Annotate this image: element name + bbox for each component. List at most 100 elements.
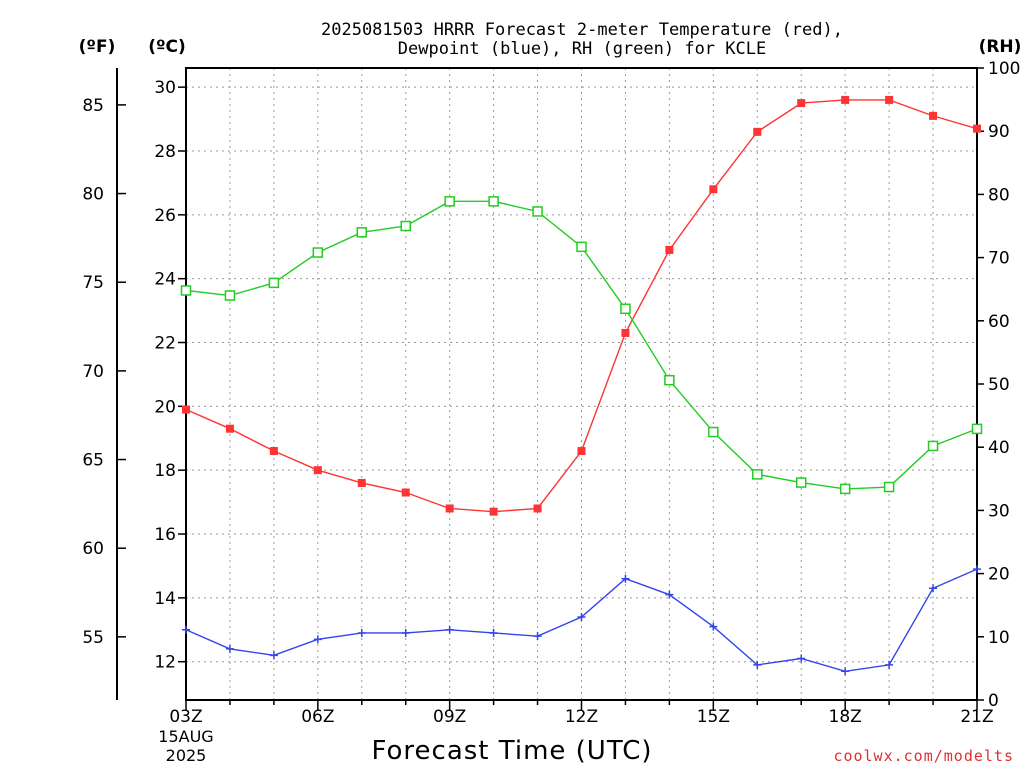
temperature-point (665, 245, 674, 254)
temperature-point (577, 447, 586, 456)
dewpoint-point (489, 628, 498, 637)
x-tick-label: 21Z (960, 707, 993, 727)
rh-point (664, 374, 675, 386)
fahrenheit-unit-label: (ºF) (79, 37, 116, 57)
temperature-point (973, 124, 981, 133)
rh-point (708, 426, 719, 438)
rh-tick-label: 60 (988, 312, 1010, 332)
celsius-tick-label: 30 (154, 78, 176, 98)
x-tick-label: 12Z (565, 707, 598, 727)
fahrenheit-tick-label: 65 (82, 451, 104, 471)
rh-tick-label: 70 (988, 249, 1010, 269)
rh-point (620, 303, 631, 315)
x-tick-label: 06Z (301, 707, 334, 727)
rh-point (927, 440, 939, 452)
temperature-point (885, 95, 894, 104)
temperature-point (841, 95, 850, 104)
x-tick-label: 15Z (697, 707, 730, 727)
temperature-point (753, 127, 762, 136)
celsius-tick-label: 24 (154, 270, 176, 290)
rh-point (488, 196, 499, 207)
rh-point (883, 481, 895, 493)
rh-tick-label: 100 (988, 59, 1020, 79)
dewpoint-point (709, 622, 718, 631)
rh-tick-label: 20 (988, 565, 1010, 585)
fahrenheit-tick-label: 55 (82, 628, 104, 648)
series-layer (180, 95, 983, 676)
temperature-point (269, 447, 278, 456)
fahrenheit-tick-label: 75 (82, 273, 104, 293)
credit-label: coolwx.com/modelts (833, 747, 1014, 765)
rh-tick-label: 90 (988, 122, 1010, 142)
rh-point (224, 290, 236, 301)
dewpoint-point (885, 660, 894, 669)
rh-tick-label: 0 (988, 691, 999, 711)
rh-tick-label: 80 (988, 185, 1010, 205)
dewpoint-point (225, 644, 234, 653)
axis-layer: 12 14 16 18 20 22 24 26 28 30 55 60 65 70 75 80 85 0 10 20 3… (82, 59, 1020, 727)
rh-point (312, 247, 324, 258)
temperature-point (709, 185, 718, 194)
x-tick-label: 03Z (169, 707, 202, 727)
dewpoint-point (533, 632, 542, 641)
rh-point (400, 220, 411, 232)
fahrenheit-tick-label: 70 (82, 362, 104, 382)
dewpoint-point (621, 574, 630, 583)
dewpoint-point (665, 590, 674, 599)
celsius-tick-label: 28 (154, 142, 176, 162)
rh-point (752, 469, 763, 480)
dewpoint-point (269, 651, 278, 660)
dewpoint-point (577, 613, 586, 622)
temperature-point (401, 488, 410, 497)
dewpoint-point (973, 565, 981, 574)
grid-layer (186, 68, 977, 700)
rh-point (268, 277, 280, 289)
celsius-unit-label: (ºC) (148, 37, 186, 57)
dewpoint-point (313, 635, 322, 644)
temperature-point (357, 478, 366, 487)
rh-point (356, 227, 368, 238)
temperature-point (533, 504, 542, 513)
temperature-point (313, 466, 322, 475)
temperature-point (797, 99, 806, 108)
chart-title-line1: 2025081503 HRRR Forecast 2-meter Tempera… (321, 20, 843, 40)
fahrenheit-tick-label: 60 (82, 539, 104, 559)
temperature-point (445, 504, 454, 513)
temperature-point (929, 111, 938, 120)
x-tick-label: 09Z (433, 707, 466, 727)
dewpoint-point (841, 667, 850, 676)
temperature-point (489, 507, 498, 516)
celsius-tick-label: 16 (154, 525, 176, 545)
celsius-tick-label: 22 (154, 334, 176, 354)
temperature-point (182, 405, 190, 414)
rh-point (971, 423, 983, 435)
rh-point (180, 285, 192, 296)
date-label-line1: 15AUG (158, 727, 213, 746)
temperature-point (621, 328, 630, 337)
x-axis-title: Forecast Time (UTC) (371, 736, 652, 766)
rh-tick-label: 40 (988, 438, 1010, 458)
rh-point (795, 477, 807, 488)
dewpoint-point (357, 628, 366, 637)
rh-tick-label: 10 (988, 628, 1010, 648)
celsius-tick-label: 12 (154, 653, 176, 673)
rh-point (444, 196, 455, 207)
fahrenheit-tick-label: 85 (82, 96, 104, 116)
celsius-tick-label: 18 (154, 461, 176, 481)
dewpoint-point (797, 654, 806, 663)
rh-point (839, 483, 851, 495)
rh-point (532, 206, 543, 217)
fahrenheit-tick-label: 80 (82, 185, 104, 205)
rh-tick-label: 30 (988, 501, 1010, 521)
celsius-tick-label: 14 (154, 589, 176, 609)
date-label-line2: 2025 (166, 746, 207, 765)
rh-point (576, 241, 587, 253)
dewpoint-point (182, 625, 190, 634)
x-tick-label: 18Z (829, 707, 862, 727)
temperature-point (225, 424, 234, 433)
dewpoint-point (401, 628, 410, 637)
dewpoint-point (929, 584, 938, 593)
celsius-tick-label: 26 (154, 206, 176, 226)
rh-unit-label: (RH) (979, 37, 1022, 57)
